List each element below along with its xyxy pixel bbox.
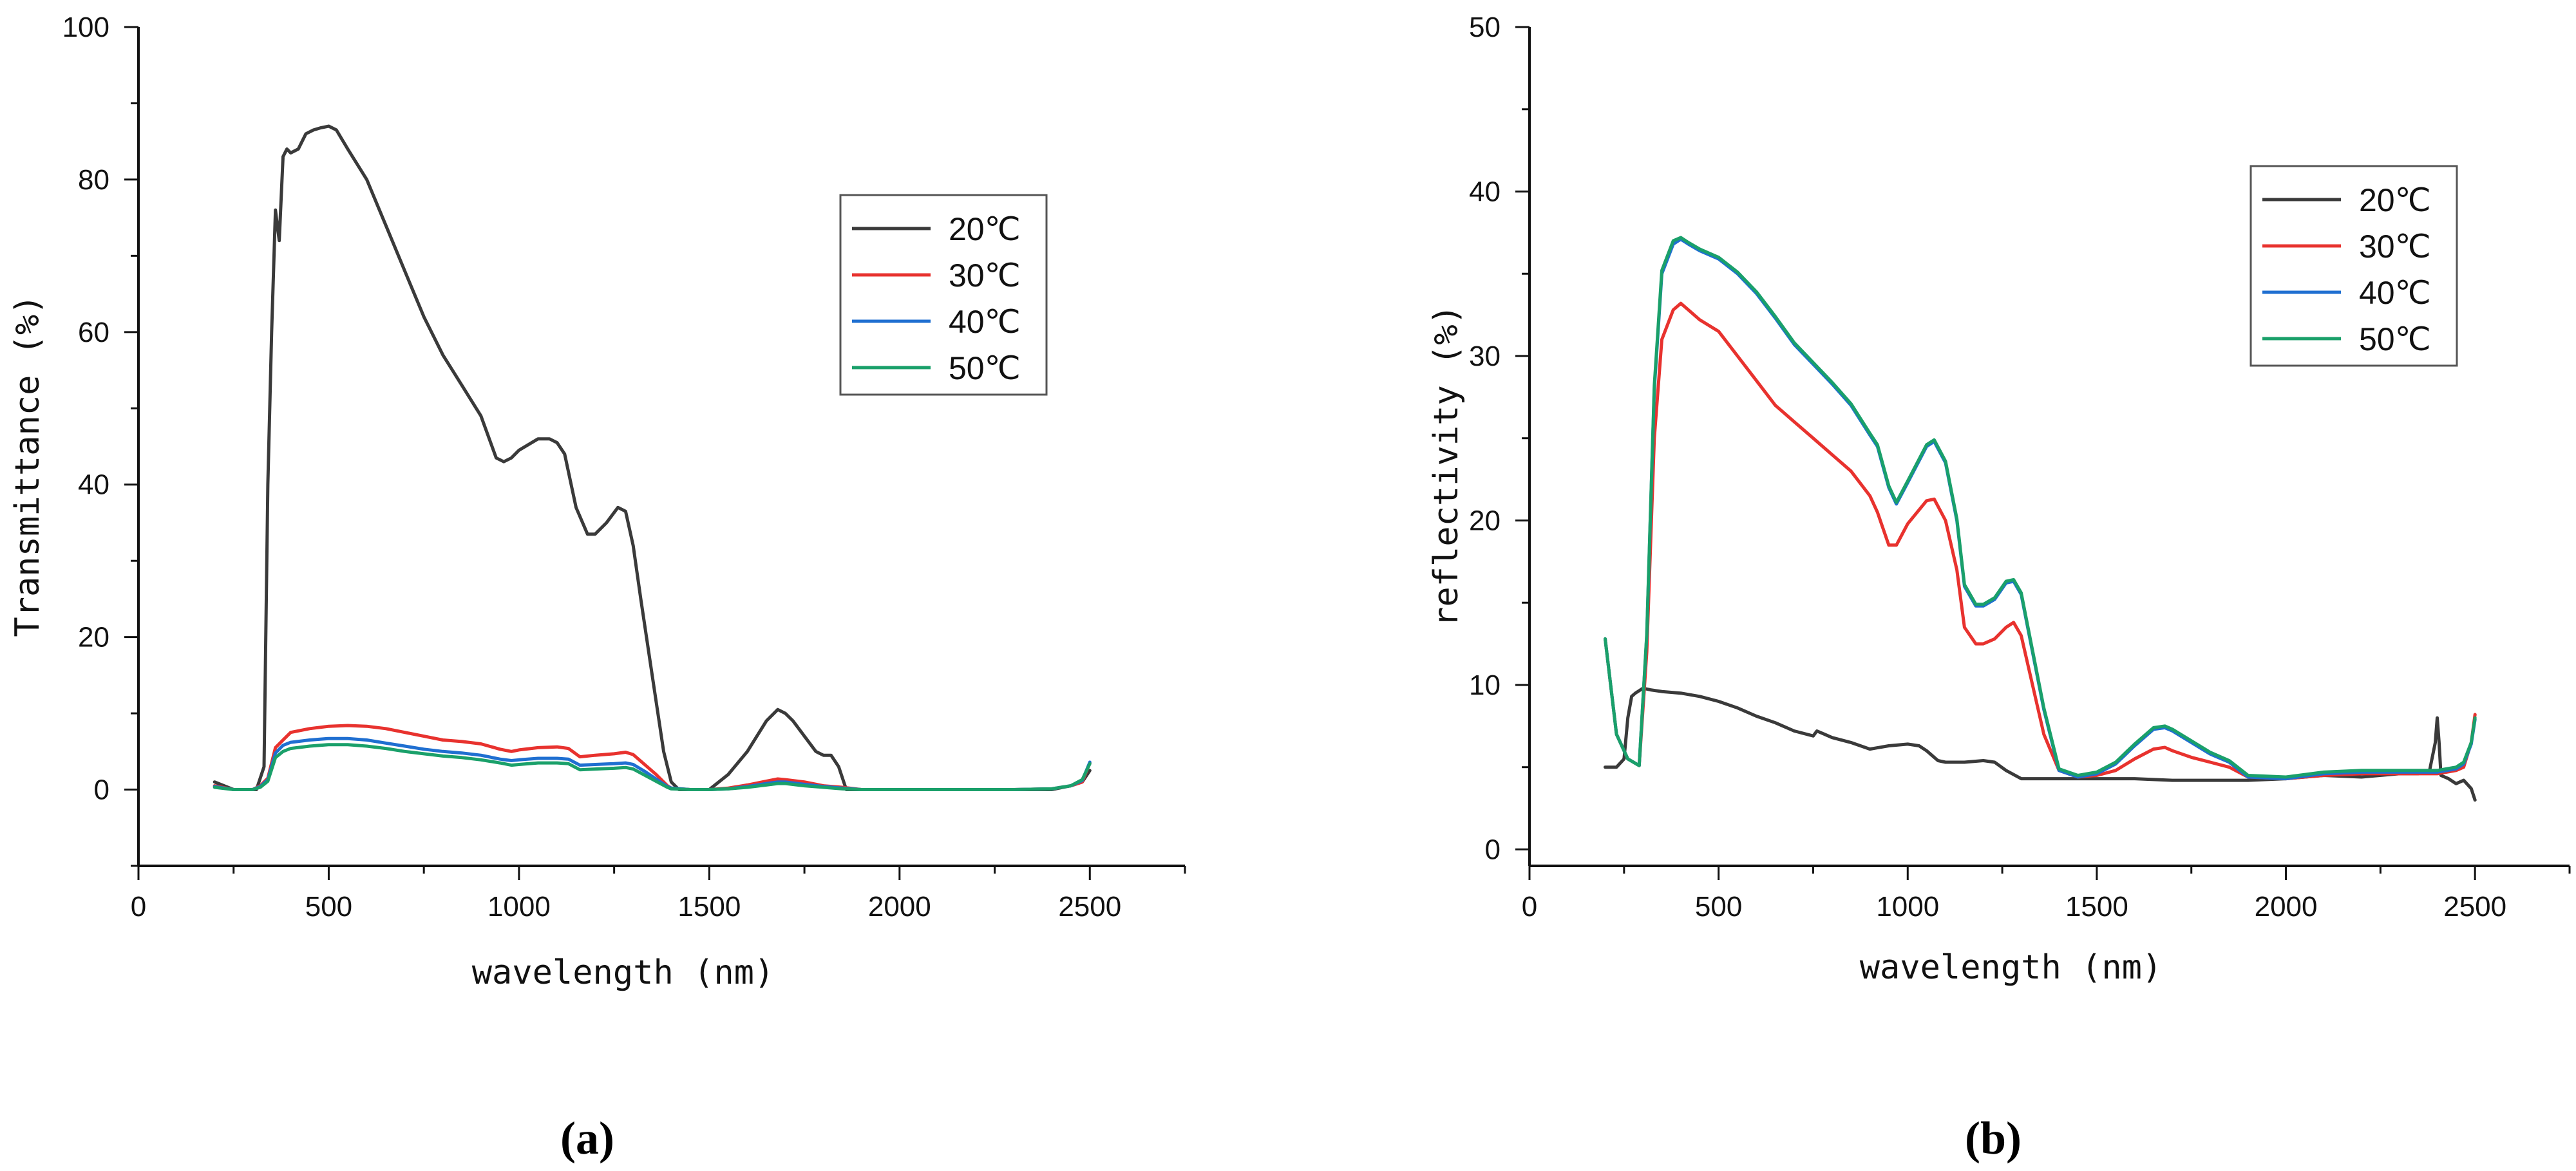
chart-a-x-tick-label: 1000 xyxy=(488,891,551,923)
chart-a-panel-label: (a) xyxy=(560,1112,614,1164)
chart-b-x-tick-label: 1500 xyxy=(2065,891,2128,923)
chart-a-x-tick-label: 1500 xyxy=(677,891,741,923)
chart-a-y-tick-label: 60 xyxy=(78,317,109,348)
chart-b-y-tick-label: 40 xyxy=(1469,176,1501,207)
chart-a-legend-label: 50℃ xyxy=(949,350,1021,386)
chart-a-y-axis-title: Transmittance (%) xyxy=(8,294,47,637)
chart-a-y-tick-label: 20 xyxy=(78,622,109,653)
chart-b-y-axis-title: reflectivity (%) xyxy=(1427,304,1466,627)
chart-a-x-tick-label: 0 xyxy=(131,891,146,923)
chart-b-x-tick-label: 2000 xyxy=(2255,891,2318,923)
chart-b-x-tick-label: 1000 xyxy=(1876,891,1939,923)
chart-b-legend-label: 40℃ xyxy=(2359,275,2431,311)
chart-a-y-tick-label: 0 xyxy=(94,774,109,806)
chart-b-y-tick-label: 20 xyxy=(1469,505,1501,536)
chart-b-x-tick-label: 2500 xyxy=(2443,891,2506,923)
chart-a-y-tick-label: 100 xyxy=(62,12,109,43)
chart-b-y-tick-label: 10 xyxy=(1469,670,1501,701)
chart-a-x-tick-label: 500 xyxy=(305,891,352,923)
chart-a-series-line-50c xyxy=(213,743,1092,791)
chart-b-y-tick-label: 0 xyxy=(1485,834,1501,865)
chart-a-legend-label: 40℃ xyxy=(949,304,1021,340)
chart-a-y-tick-label: 40 xyxy=(78,469,109,501)
chart-b-series-line-20c xyxy=(1604,686,2477,802)
chart-b-series-line-30c xyxy=(1604,301,2477,781)
chart-b-x-axis-title: wavelength (nm) xyxy=(1860,948,2163,987)
chart-a-x-tick-label: 2000 xyxy=(868,891,931,923)
chart-a-legend-label: 20℃ xyxy=(949,211,1021,247)
chart-b-legend-label: 30℃ xyxy=(2359,229,2431,265)
chart-a-series-line-20c xyxy=(213,124,1092,791)
chart-b-y-tick-label: 30 xyxy=(1469,341,1501,372)
panel-b-chart: 0 500 1000 1500 2000 2500 0 10 20 30 40 50 wavelengt… xyxy=(1427,12,2571,1164)
chart-b-series-line-50c xyxy=(1604,236,2477,779)
chart-b-y-tick-label: 50 xyxy=(1469,12,1501,43)
chart-a-y-tick-label: 80 xyxy=(78,164,109,196)
chart-a-x-tick-label: 2500 xyxy=(1058,891,1121,923)
chart-a-x-axis-title: wavelength (nm) xyxy=(472,953,775,992)
chart-b-x-tick-label: 500 xyxy=(1695,891,1742,923)
chart-b-legend-label: 50℃ xyxy=(2359,321,2431,357)
chart-b-legend-label: 20℃ xyxy=(2359,182,2431,218)
panel-a-chart: 0 500 1000 1500 2000 2500 0 20 40 60 80 100 waveleng… xyxy=(8,12,1186,1164)
chart-a-legend-label: 30℃ xyxy=(949,258,1021,294)
chart-b-x-tick-label: 0 xyxy=(1522,891,1537,923)
chart-b-panel-label: (b) xyxy=(1965,1112,2022,1164)
